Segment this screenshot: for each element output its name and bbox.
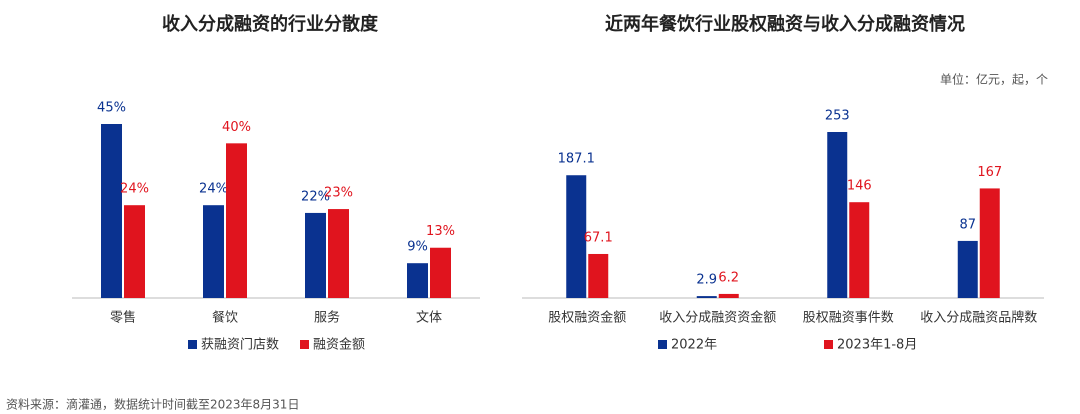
- value-label: 24%: [199, 182, 228, 197]
- value-label: 40%: [222, 120, 251, 135]
- bar: [566, 175, 587, 298]
- legend-label: 2023年1-8月: [837, 338, 917, 353]
- value-label: 23%: [324, 186, 353, 201]
- bar: [588, 253, 609, 298]
- unit-note: 单位：亿元，起，个: [940, 72, 1048, 87]
- bar: [827, 132, 848, 298]
- bar: [979, 188, 1000, 298]
- x-tick-label: 股权融资事件数: [803, 310, 894, 326]
- x-tick-label: 股权融资金额: [548, 310, 626, 326]
- value-label: 187.1: [558, 152, 595, 167]
- bar: [696, 296, 717, 298]
- source-note: 资料来源：滴灌通，数据统计时间截至2023年8月31日: [6, 397, 299, 412]
- value-label: 6.2: [718, 270, 739, 285]
- x-tick-label: 收入分成融资品牌数: [920, 310, 1037, 326]
- x-tick-label: 餐饮: [212, 310, 238, 326]
- chart-title: 近两年餐饮行业股权融资与收入分成融资情况: [605, 13, 965, 35]
- x-tick-label: 零售: [110, 310, 136, 326]
- bar: [957, 240, 978, 298]
- value-label: 67.1: [584, 230, 613, 245]
- bar: [203, 205, 224, 298]
- value-label: 22%: [301, 189, 330, 204]
- bar: [226, 143, 247, 298]
- bar: [305, 212, 326, 298]
- value-label: 146: [847, 179, 872, 194]
- x-tick-label: 收入分成融资资金额: [659, 310, 776, 326]
- bar: [430, 247, 451, 298]
- legend-swatch: [300, 340, 309, 349]
- x-tick-label: 文体: [416, 311, 442, 326]
- x-tick-label: 服务: [314, 310, 340, 326]
- value-label: 9%: [407, 240, 428, 255]
- value-label: 24%: [120, 182, 149, 197]
- bar: [124, 205, 145, 298]
- value-label: 45%: [97, 101, 126, 116]
- bar: [407, 263, 428, 298]
- value-label: 2.9: [696, 273, 717, 288]
- legend-label: 融资金额: [313, 337, 365, 353]
- value-label: 87: [959, 217, 976, 232]
- legend-swatch: [658, 340, 667, 349]
- value-label: 167: [977, 165, 1002, 180]
- bar: [849, 202, 870, 298]
- bar: [718, 293, 739, 298]
- legend-swatch: [188, 340, 197, 349]
- legend-swatch: [824, 340, 833, 349]
- legend-label: 2022年: [671, 338, 717, 353]
- legend-label: 获融资门店数: [201, 338, 279, 353]
- value-label: 253: [825, 109, 850, 124]
- bar: [328, 209, 349, 298]
- bar: [101, 124, 122, 298]
- chart-title: 收入分成融资的行业分散度: [162, 13, 379, 35]
- value-label: 13%: [426, 224, 455, 239]
